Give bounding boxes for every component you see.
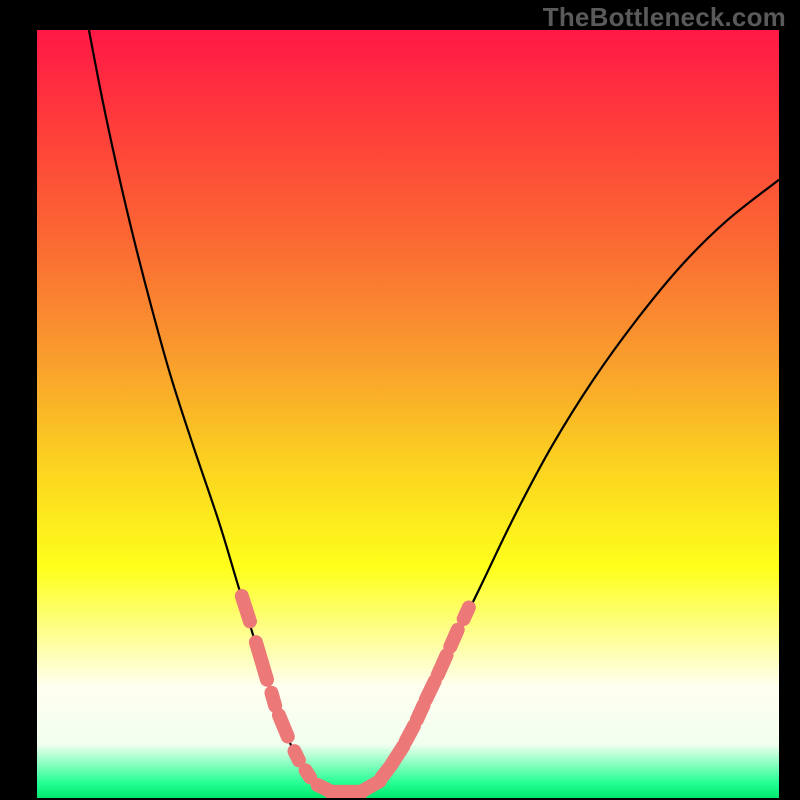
- gradient-background: [37, 30, 779, 798]
- marker-pill: [294, 751, 298, 760]
- marker-pill: [279, 715, 288, 737]
- marker-pill: [406, 726, 414, 741]
- marker-pill: [242, 596, 250, 621]
- marker-pill: [426, 681, 435, 699]
- marker-pill: [464, 608, 469, 620]
- marker-pill: [438, 655, 447, 675]
- marker-pill: [417, 705, 424, 720]
- marker-pill: [306, 770, 310, 777]
- watermark-text: TheBottleneck.com: [543, 2, 786, 33]
- plot-area: [37, 30, 779, 798]
- marker-pill: [271, 693, 275, 706]
- marker-pill: [392, 746, 404, 764]
- marker-pill: [450, 630, 457, 647]
- chart-svg: [37, 30, 779, 798]
